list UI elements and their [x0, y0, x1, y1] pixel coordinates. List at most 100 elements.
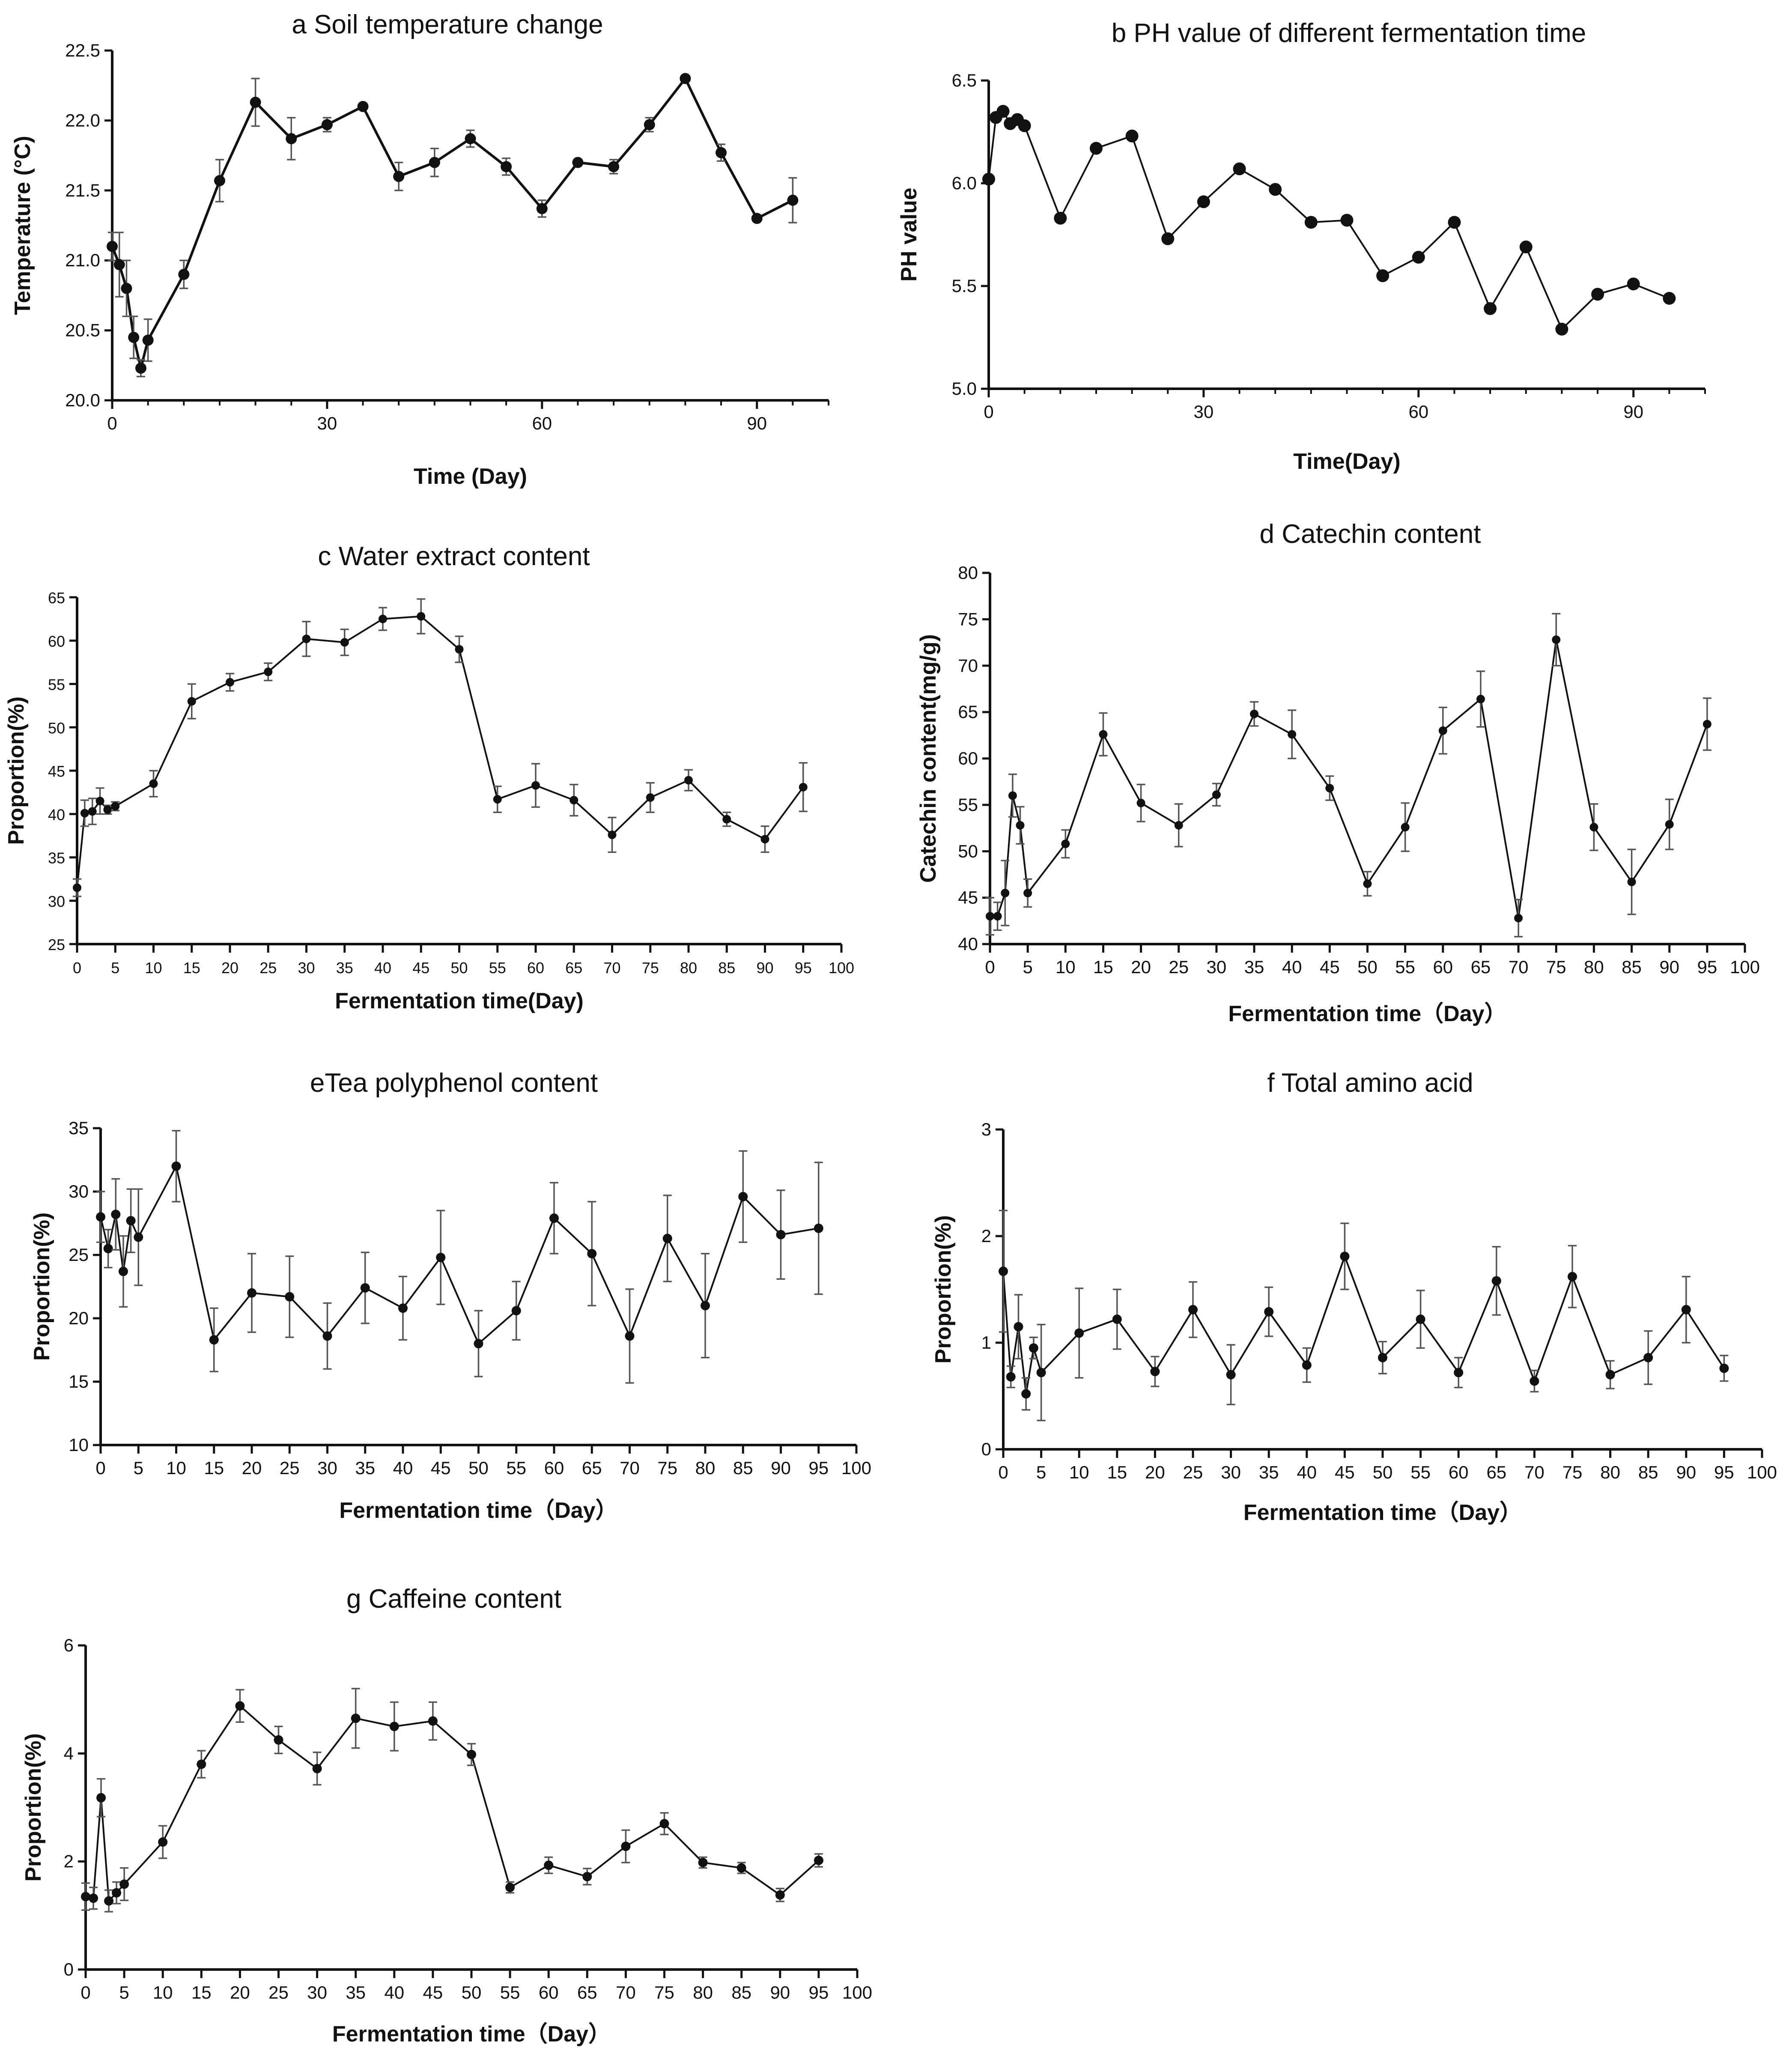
data-point	[321, 119, 333, 131]
data-point	[582, 1871, 592, 1881]
chart-title: g Caffeine content	[346, 1584, 561, 1614]
data-point	[570, 796, 578, 805]
x-tick-label: 65	[582, 1458, 602, 1478]
data-point	[544, 1860, 554, 1870]
data-point	[1302, 1360, 1312, 1370]
data-point	[1014, 1322, 1023, 1332]
data-point	[214, 175, 225, 186]
data-point	[312, 1764, 322, 1773]
data-point	[1412, 250, 1425, 264]
x-tick-label: 70	[1509, 957, 1529, 977]
data-point	[799, 783, 808, 792]
x-tick-label: 85	[1638, 1462, 1658, 1482]
data-point	[209, 1335, 219, 1345]
x-tick-label: 30	[298, 959, 315, 977]
data-point	[531, 781, 540, 790]
x-tick-label: 85	[1622, 957, 1642, 977]
data-point	[121, 283, 132, 294]
x-tick-label: 15	[191, 1982, 212, 2002]
data-point	[1036, 1368, 1046, 1377]
chart-title: b PH value of different fermentation tim…	[1112, 18, 1586, 48]
data-point	[1519, 240, 1533, 253]
x-tick-label: 60	[1408, 402, 1428, 422]
data-point	[126, 1216, 136, 1226]
x-tick-label: 55	[1410, 1462, 1431, 1482]
data-point	[1125, 129, 1139, 143]
y-tick-label: 55	[958, 795, 978, 815]
data-point	[684, 776, 693, 785]
x-tick-label: 65	[1486, 1462, 1506, 1482]
x-tick-label: 50	[1373, 1462, 1393, 1482]
data-point	[536, 203, 548, 215]
chart-panel-e: eTea polyphenol content 10 15 20 25 30 35 0 5 10 1…	[30, 1068, 871, 1523]
data-point	[340, 638, 349, 647]
x-tick-label: 80	[1584, 957, 1604, 977]
data-point	[722, 815, 731, 824]
data-point	[135, 362, 146, 374]
y-tick-label: 6	[64, 1635, 74, 1655]
x-tick-label: 65	[577, 1982, 597, 2002]
y-tick-label: 50	[48, 719, 65, 737]
data-point	[1591, 288, 1604, 301]
data-point	[1552, 635, 1561, 644]
data-point	[659, 1819, 669, 1829]
y-tick-label: 60	[958, 748, 978, 769]
x-tick-label: 60	[1433, 957, 1453, 977]
x-tick-label: 30	[1207, 957, 1227, 977]
data-point	[996, 105, 1010, 118]
x-tick-label: 45	[423, 1982, 443, 2002]
data-point	[1161, 232, 1175, 245]
data-point	[95, 796, 104, 805]
x-tick-label: 35	[1259, 1462, 1279, 1482]
y-axis-label: PH value	[897, 188, 921, 282]
x-tick-label: 50	[468, 1458, 489, 1478]
x-tick-label: 15	[183, 959, 200, 977]
data-point	[178, 268, 190, 280]
x-axis-label: Fermentation time（Day）	[339, 1498, 617, 1523]
y-tick-label: 0	[64, 1959, 74, 1979]
data-point	[1150, 1367, 1160, 1377]
data-point	[197, 1759, 206, 1769]
data-point	[1363, 879, 1372, 888]
data-point	[455, 645, 464, 654]
data-point	[1099, 730, 1108, 739]
data-point	[1340, 214, 1354, 227]
data-point	[80, 809, 89, 818]
x-tick-label: 70	[603, 959, 620, 977]
y-tick-label: 65	[958, 702, 978, 722]
x-tick-label: 95	[1697, 957, 1717, 977]
x-axis-label: Fermentation time（Day）	[332, 2022, 611, 2047]
y-tick-label: 80	[958, 563, 978, 583]
data-point	[1454, 1368, 1464, 1377]
data-point	[428, 1716, 438, 1726]
chart-title: c Water extract content	[318, 542, 590, 571]
data-point	[73, 883, 81, 892]
x-tick-label: 40	[1297, 1462, 1317, 1482]
chart-panel-b: b PH value of different fermentation tim…	[897, 18, 1706, 474]
data-point	[286, 133, 297, 144]
data-point	[814, 1856, 823, 1865]
x-tick-label: 30	[307, 1982, 327, 2002]
y-tick-label: 30	[69, 1181, 89, 1201]
x-axis-label: Time(Day)	[1293, 449, 1400, 474]
x-tick-label: 100	[841, 1458, 871, 1478]
x-tick-label: 85	[718, 959, 735, 977]
data-point	[1304, 216, 1318, 229]
data-point	[81, 1892, 90, 1901]
y-tick-label: 60	[48, 632, 65, 650]
x-tick-label: 80	[693, 1982, 713, 2002]
data-point	[501, 161, 512, 173]
data-point	[1288, 730, 1297, 739]
data-point	[775, 1890, 785, 1900]
chart-panel-d: d Catechin content 40 45 50 55 60 65 70 75 80 0 5 10…	[916, 519, 1760, 1026]
data-point	[158, 1837, 168, 1847]
data-point	[1589, 822, 1598, 831]
data-point	[1530, 1376, 1539, 1386]
x-tick-label: 35	[346, 1982, 366, 2002]
y-tick-label: 15	[69, 1371, 89, 1392]
data-point	[738, 1192, 748, 1201]
data-point	[118, 1266, 128, 1276]
x-tick-label: 45	[1335, 1462, 1355, 1482]
data-point	[982, 173, 995, 186]
